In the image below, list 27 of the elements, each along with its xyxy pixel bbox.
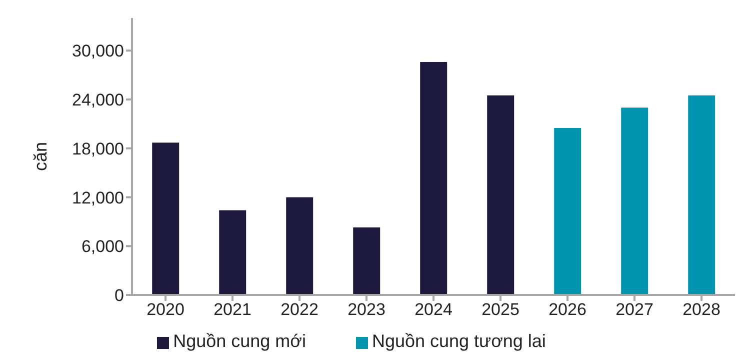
legend-label: Nguồn cung tương lai: [372, 331, 546, 351]
x-tick-label: 2023: [348, 300, 386, 320]
x-tick-label: 2025: [482, 300, 520, 320]
x-tick-label: 2022: [280, 300, 318, 320]
bar: [420, 62, 448, 295]
bar: [286, 197, 314, 295]
x-tick-label: 2026: [548, 300, 586, 320]
x-tick-label: 2020: [146, 300, 184, 320]
bar: [487, 95, 514, 295]
legend-label: Nguồn cung mới: [173, 331, 306, 351]
y-tick-label: 0: [114, 286, 124, 306]
bar: [219, 210, 246, 295]
y-tick-label: 12,000: [72, 188, 124, 208]
bar: [621, 108, 648, 295]
bar: [152, 142, 180, 295]
y-tick-label: 6,000: [81, 237, 124, 256]
x-tick-label: 2021: [214, 300, 252, 320]
y-tick-label: 18,000: [72, 139, 124, 158]
bar: [554, 128, 582, 295]
y-tick-label: 30,000: [72, 42, 124, 61]
bar: [688, 95, 716, 295]
x-tick-label: 2028: [682, 300, 720, 320]
x-tick-label: 2027: [616, 300, 654, 320]
y-tick-label: 24,000: [72, 90, 124, 110]
bar: [353, 227, 380, 295]
y-axis-title: căn: [30, 142, 50, 172]
x-tick-label: 2024: [414, 300, 452, 320]
